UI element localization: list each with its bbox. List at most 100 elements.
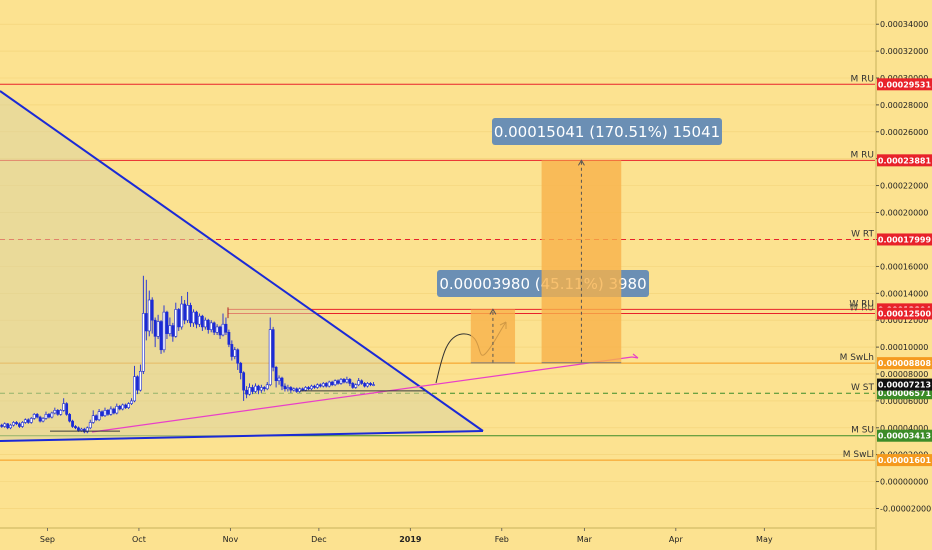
candle-body	[80, 428, 83, 431]
candle-body	[133, 376, 136, 402]
candle	[192, 309, 195, 327]
candle	[59, 408, 63, 416]
candle	[18, 422, 21, 428]
candle	[82, 427, 86, 434]
candle	[360, 379, 364, 385]
candle-body	[342, 379, 346, 383]
candle-body	[209, 322, 213, 330]
y-tick-label: 0.00026000	[880, 128, 928, 137]
candle	[245, 386, 249, 399]
y-tick-label: 0.00000000	[880, 478, 928, 487]
candle	[112, 407, 116, 415]
candle	[147, 290, 151, 337]
candle-body	[336, 380, 340, 384]
candle-body	[230, 344, 234, 357]
candle	[38, 415, 42, 423]
candle-body	[139, 371, 142, 391]
candle-body	[180, 303, 184, 328]
candle-body	[363, 383, 367, 387]
candle-body	[147, 299, 151, 332]
candle-body	[242, 372, 246, 391]
candle-body	[251, 387, 254, 392]
candle	[198, 313, 201, 327]
candle	[127, 402, 131, 409]
candle-body	[307, 387, 310, 390]
candle	[156, 314, 160, 340]
candle	[100, 410, 104, 418]
candle	[9, 423, 13, 430]
x-tick-label: Oct	[132, 535, 146, 544]
candle-body	[195, 311, 198, 325]
candle	[159, 320, 163, 354]
wedge-upper-line	[0, 90, 484, 432]
x-tick-label: Dec	[311, 535, 326, 544]
candle-body	[162, 311, 166, 351]
candle-body	[144, 313, 148, 332]
candle	[68, 413, 72, 423]
x-tick-label: Apr	[669, 535, 684, 544]
candle	[277, 375, 281, 385]
candle-body	[29, 418, 33, 423]
candle	[271, 326, 275, 372]
candle-body	[156, 321, 160, 337]
trend-line	[91, 356, 633, 433]
candle	[153, 317, 157, 348]
candle	[295, 387, 299, 393]
candle	[221, 313, 225, 337]
wedge-lower-line	[0, 430, 484, 442]
candle-body	[215, 326, 219, 333]
candle-body	[248, 387, 251, 395]
candle-body	[254, 385, 257, 392]
y-tick-label: 0.00014000	[880, 289, 928, 298]
candle	[88, 419, 92, 430]
candle	[15, 421, 18, 426]
price-badge-bg	[877, 78, 932, 91]
candle	[239, 361, 243, 380]
candle	[44, 411, 48, 420]
candle	[327, 380, 331, 388]
candle	[139, 364, 142, 392]
candle	[254, 383, 257, 393]
candle-body	[256, 385, 260, 391]
candle	[224, 317, 228, 335]
candle	[218, 325, 222, 340]
price-badge: 0.00012500	[877, 307, 932, 320]
price-badge: 0.00008808	[877, 357, 932, 370]
candle-body	[94, 415, 98, 421]
candle-body	[268, 329, 272, 386]
candle	[268, 317, 272, 387]
y-tick-label: 0.00034000	[880, 20, 928, 29]
candle-body	[286, 387, 290, 390]
candle-body	[236, 349, 240, 364]
candle-body	[53, 410, 57, 414]
candle-body	[239, 362, 243, 373]
candle-body	[259, 387, 263, 391]
level-label: W RU	[849, 299, 874, 309]
candle-body	[71, 420, 74, 427]
candle-body	[130, 400, 133, 404]
y-tick-label: 0.00010000	[880, 343, 928, 352]
x-tick-label: Sep	[40, 535, 55, 544]
price-badge-label: 0.00029531	[878, 80, 932, 89]
candle-body	[212, 322, 216, 333]
candle	[168, 317, 172, 337]
price-badge: 0.00003413	[877, 429, 932, 442]
candle	[333, 379, 337, 387]
candle	[35, 413, 39, 419]
candle	[53, 407, 57, 415]
candle	[186, 291, 190, 323]
wedge-fill	[0, 91, 483, 441]
candle	[318, 383, 322, 388]
price-badge-bg	[877, 429, 932, 442]
candle-body	[118, 405, 122, 410]
current-price-badge: 0.00007213	[877, 378, 932, 391]
candle-body	[360, 380, 364, 384]
candle-body	[26, 419, 30, 423]
candle-body	[283, 385, 287, 390]
candle	[85, 426, 89, 434]
candle	[292, 387, 296, 392]
candle	[50, 411, 54, 419]
price-badge-bg	[877, 233, 932, 246]
candle	[174, 302, 178, 338]
